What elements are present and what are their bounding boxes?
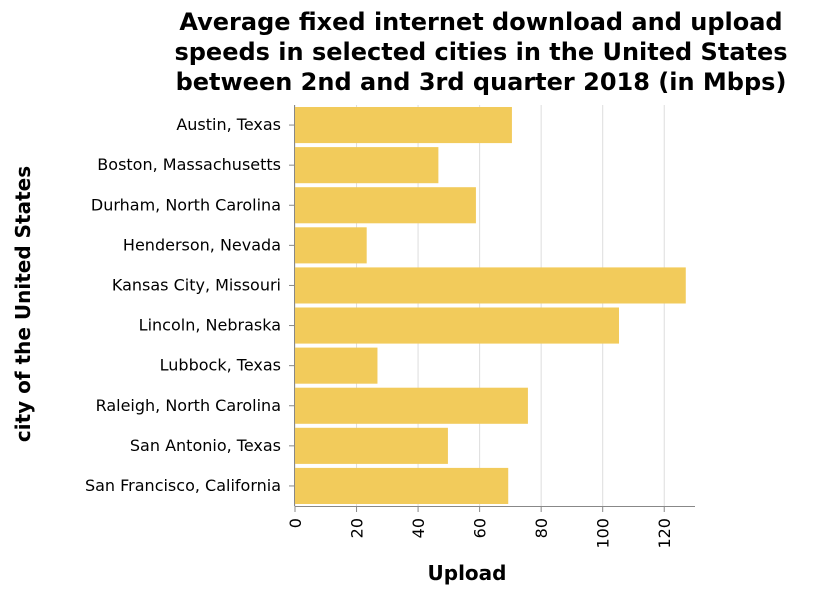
bar <box>295 307 619 344</box>
axes <box>294 105 695 507</box>
chart-title: Average fixed internet download and uplo… <box>174 8 787 96</box>
chart-title-line: Average fixed internet download and uplo… <box>179 8 782 36</box>
bar <box>295 107 512 144</box>
x-tick-label: 100 <box>594 518 613 549</box>
chart-title-line: speeds in selected cities in the United … <box>174 38 787 66</box>
y-tick-label: Boston, Massachusetts <box>97 155 281 174</box>
y-tick-label: Raleigh, North Carolina <box>96 396 281 415</box>
y-tick-label: Lincoln, Nebraska <box>139 316 281 335</box>
y-axis-ticks: Austin, Texas Boston, Massachusetts Durham… <box>85 115 295 495</box>
x-tick-label: 0 <box>286 518 305 528</box>
y-tick-label: Henderson, Nevada <box>123 235 281 254</box>
bar <box>295 187 476 224</box>
x-tick-label: 20 <box>348 518 367 538</box>
y-axis-title: city of the United States <box>11 166 35 442</box>
chart-title-line: between 2nd and 3rd quarter 2018 (in Mbp… <box>176 68 787 96</box>
y-tick-label: Lubbock, Texas <box>160 356 281 375</box>
y-tick-label: Austin, Texas <box>176 115 281 134</box>
x-axis-ticks: 0 20 40 60 80 100 120 <box>286 506 674 549</box>
bars <box>295 107 686 504</box>
bar <box>295 147 439 184</box>
x-tick-label: 40 <box>409 518 428 538</box>
x-tick-label: 120 <box>655 518 674 549</box>
bar <box>295 387 528 424</box>
y-tick-label: San Francisco, California <box>85 476 281 495</box>
x-tick-label: 60 <box>471 518 490 538</box>
bar <box>295 467 509 504</box>
bar <box>295 347 378 384</box>
y-tick-label: San Antonio, Texas <box>130 436 281 455</box>
y-tick-label: Kansas City, Missouri <box>112 275 281 294</box>
x-axis-title: Upload <box>428 561 507 585</box>
bar <box>295 267 686 304</box>
x-tick-label: 80 <box>532 518 551 538</box>
y-tick-label: Durham, North Carolina <box>91 195 281 214</box>
bar <box>295 427 448 464</box>
bar <box>295 227 367 264</box>
